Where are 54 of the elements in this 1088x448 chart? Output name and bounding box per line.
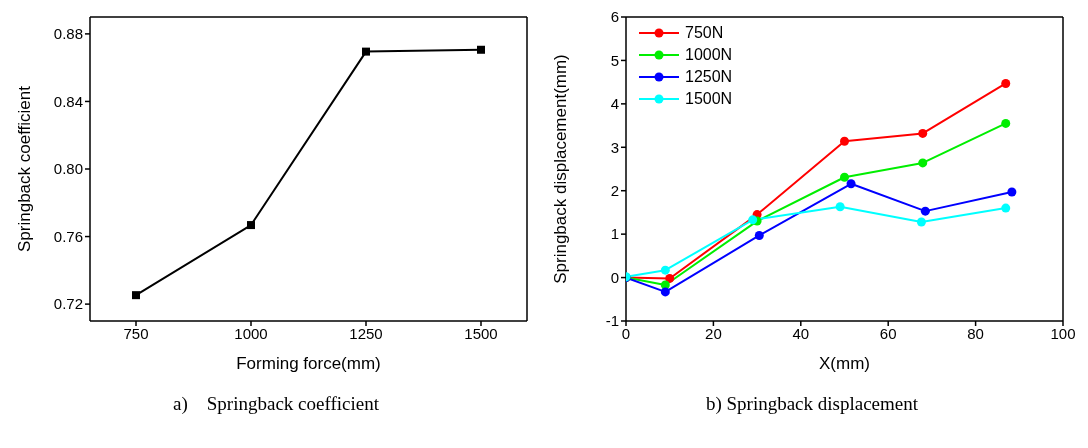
- x-axis-title: X(mm): [819, 354, 870, 373]
- point: [835, 202, 845, 212]
- x-tick-label: 1500: [464, 324, 498, 342]
- x-axis-title: Forming force(mm): [236, 354, 381, 373]
- legend-label: 1250N: [685, 67, 733, 87]
- y-tick-label: 6: [610, 8, 619, 26]
- x-tick-label: 1000: [234, 324, 268, 342]
- y-tick-label: 0.76: [53, 227, 83, 245]
- y-tick-label: 0.80: [53, 160, 83, 178]
- x-tick-label: 40: [792, 324, 810, 342]
- y-tick-label: 0: [610, 268, 619, 286]
- point: [748, 215, 758, 225]
- point: [665, 273, 675, 283]
- y-tick-label: 2: [610, 182, 619, 200]
- y-tick-label: 4: [610, 95, 619, 113]
- point: [1001, 78, 1011, 88]
- point: [1001, 118, 1011, 128]
- point: [660, 265, 670, 275]
- point: [132, 291, 140, 300]
- text: a) Springback coefficient: [172, 393, 380, 415]
- point: [1007, 187, 1017, 197]
- text: b) Springback displacement: [704, 393, 920, 415]
- point: [846, 179, 856, 189]
- point: [916, 217, 926, 227]
- y-tick-label: 1: [610, 225, 619, 243]
- point: [920, 206, 930, 216]
- point: [362, 47, 370, 56]
- y-tick-label: 0.72: [53, 295, 83, 313]
- y-axis-title: Springback coefficient: [15, 85, 35, 253]
- y-tick-label: 0.88: [53, 25, 83, 43]
- point: [840, 172, 849, 182]
- y-axis-title: Springback displacement(mm): [551, 54, 571, 284]
- x-tick-label: 1250: [349, 324, 383, 342]
- point: [754, 230, 764, 240]
- point: [918, 158, 928, 168]
- legend-label: 1000N: [685, 45, 733, 65]
- y-tick-label: -1: [605, 312, 619, 330]
- y-tick-label: 3: [610, 138, 619, 156]
- point: [918, 128, 928, 138]
- x-tick-label: 20: [705, 324, 722, 342]
- legend-label: 1500N: [685, 89, 733, 109]
- point: [1001, 203, 1011, 213]
- x-tick-label: 60: [879, 324, 897, 342]
- point: [840, 136, 849, 146]
- x-tick-label: 0: [621, 324, 631, 342]
- point: [477, 45, 485, 54]
- y-tick-label: 0.84: [53, 92, 83, 110]
- legend-label: 750N: [685, 23, 724, 43]
- x-tick-label: 80: [967, 324, 984, 342]
- x-tick-label: 100: [1050, 324, 1076, 342]
- point: [247, 221, 255, 230]
- x-tick-label: 750: [123, 324, 149, 342]
- point: [660, 287, 670, 297]
- y-tick-label: 5: [610, 51, 619, 69]
